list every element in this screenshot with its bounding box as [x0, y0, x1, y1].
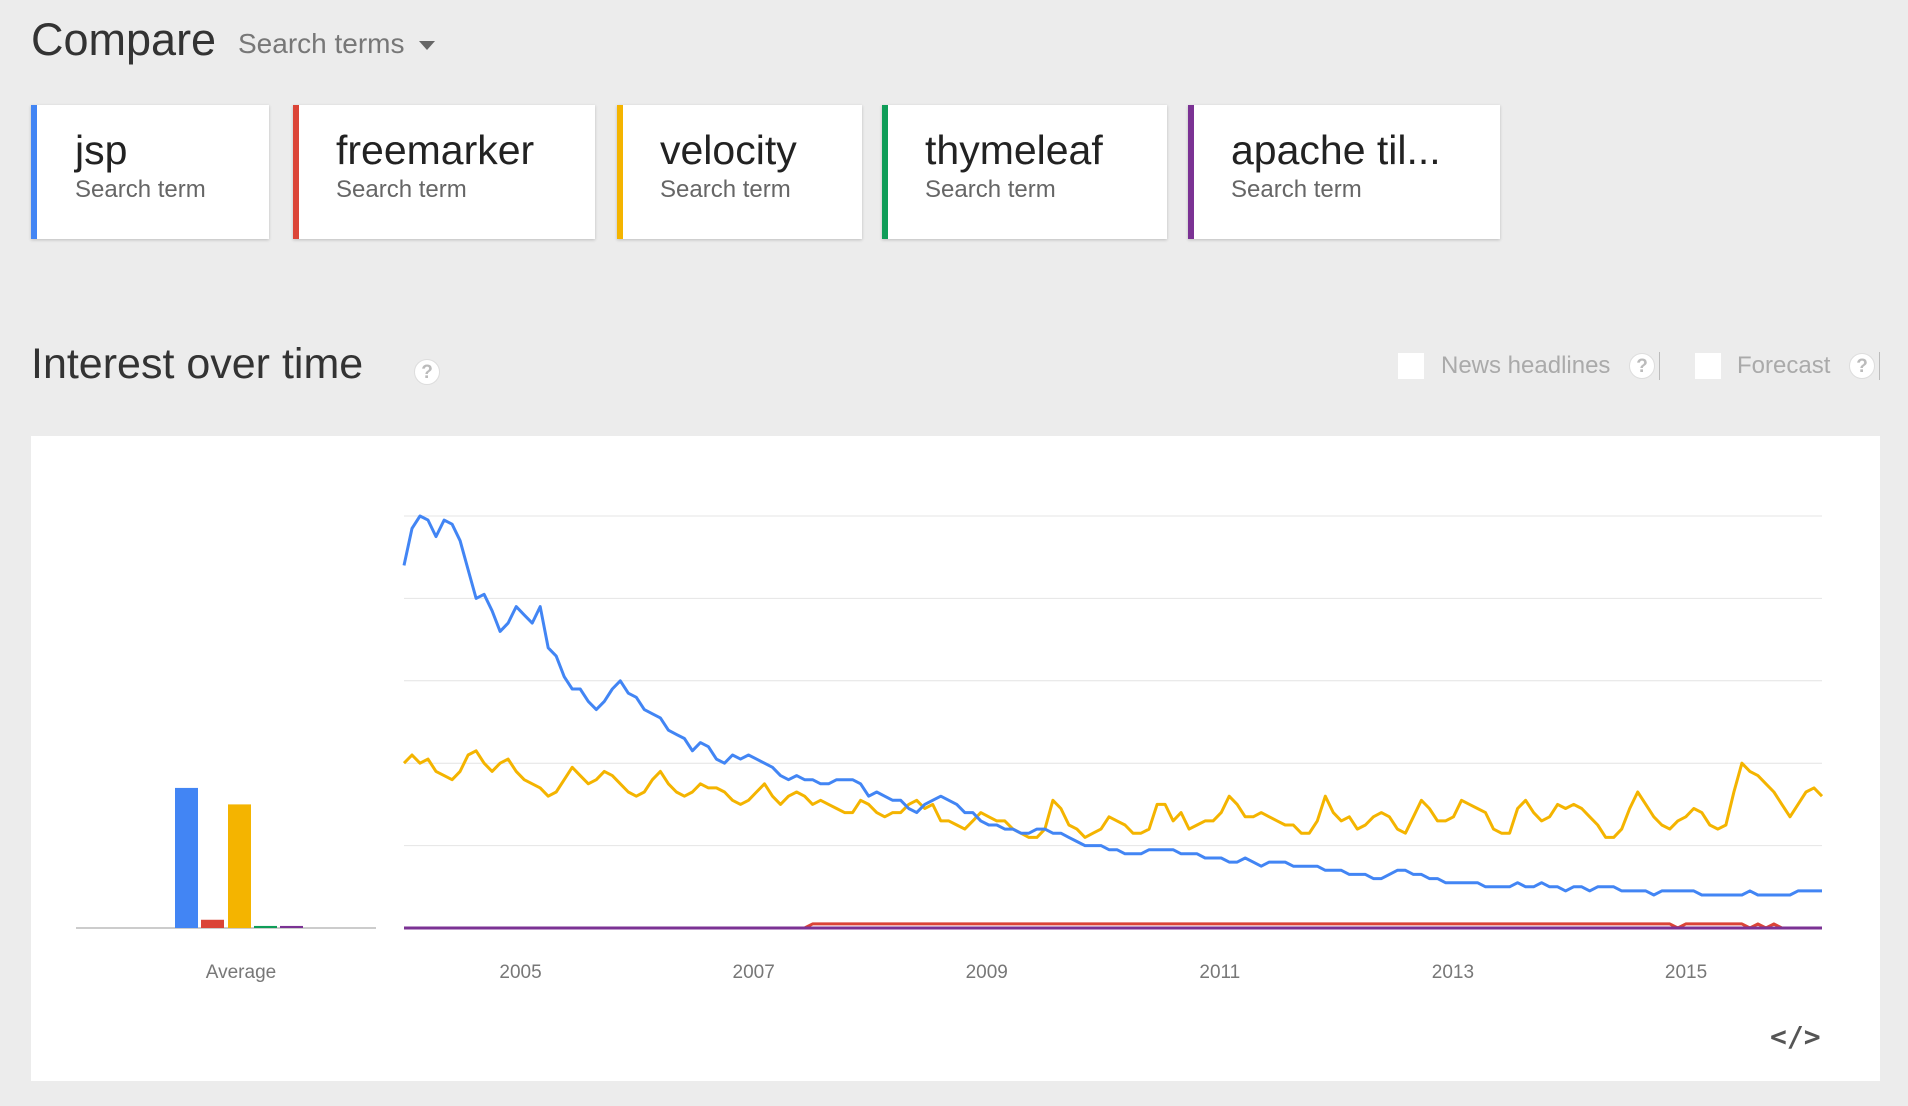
average-bar — [175, 787, 198, 928]
x-tick-label: 2009 — [966, 962, 1008, 983]
forecast-checkbox[interactable] — [1695, 353, 1721, 379]
x-tick-label: 2015 — [1665, 962, 1707, 983]
term-name: freemarker — [336, 127, 535, 173]
average-label: Average — [206, 962, 276, 983]
average-bar — [280, 925, 303, 928]
page-title: Compare — [31, 14, 217, 65]
series-line — [402, 749, 1824, 839]
term-card-jsp[interactable]: jsp Search term — [31, 105, 269, 239]
term-card-thymeleaf[interactable]: thymeleaf Search term — [882, 105, 1167, 239]
term-subtitle: Search term — [925, 176, 1056, 203]
news-headlines-checkbox[interactable] — [1398, 353, 1424, 379]
help-icon[interactable]: ? — [414, 359, 440, 385]
term-card-apache-tiles[interactable]: apache til... Search term — [1188, 105, 1500, 239]
caret-down-icon — [418, 41, 435, 51]
divider — [1879, 352, 1880, 380]
section-title: Interest over time — [31, 340, 364, 388]
term-subtitle: Search term — [336, 176, 467, 203]
interest-over-time-chart: Average 2005 2007 2009 2011 2013 2015 — [76, 514, 1824, 983]
forecast-help-icon[interactable]: ? — [1849, 353, 1875, 379]
code-embed-icon[interactable]: </> — [1770, 1020, 1821, 1053]
x-tick-label: 2005 — [499, 962, 541, 983]
term-card-velocity[interactable]: velocity Search term — [617, 105, 862, 239]
x-tick-label: 2011 — [1199, 962, 1240, 983]
average-bar — [228, 804, 251, 928]
series-line — [402, 514, 1822, 897]
average-bar — [201, 919, 224, 928]
chart-panel: Average 2005 2007 2009 2011 2013 2015 — [31, 436, 1880, 1081]
search-terms-label: Search terms — [238, 28, 405, 59]
term-subtitle: Search term — [75, 176, 206, 203]
search-terms-dropdown[interactable]: Search terms — [238, 28, 435, 60]
forecast-label: Forecast — [1737, 352, 1831, 379]
x-tick-label: 2013 — [1432, 962, 1474, 983]
term-subtitle: Search term — [1231, 176, 1362, 203]
news-help-icon[interactable]: ? — [1629, 353, 1655, 379]
divider — [1659, 352, 1660, 380]
term-card-freemarker[interactable]: freemarker Search term — [293, 105, 595, 239]
news-headlines-label: News headlines — [1441, 352, 1611, 379]
term-name: apache til... — [1231, 127, 1441, 173]
term-name: jsp — [75, 127, 128, 173]
term-name: thymeleaf — [925, 127, 1103, 173]
x-tick-label: 2007 — [733, 962, 775, 983]
term-subtitle: Search term — [660, 176, 791, 203]
average-bar — [254, 925, 277, 928]
term-name: velocity — [660, 127, 797, 173]
